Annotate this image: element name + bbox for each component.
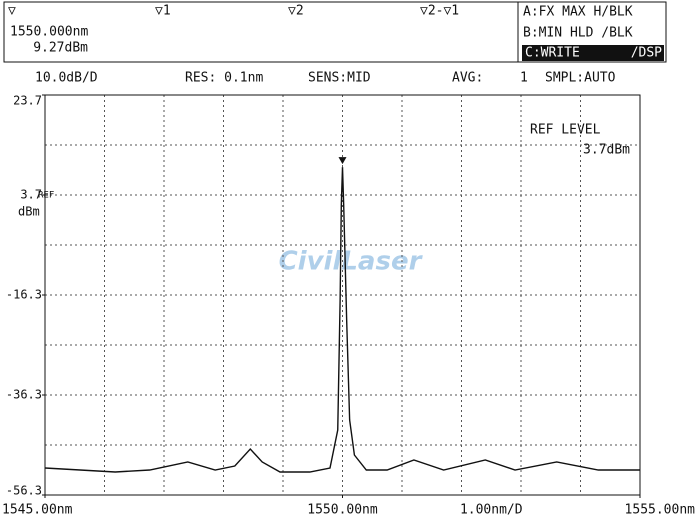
ref-title: REF LEVEL [530,123,601,138]
trace-box [517,1,667,63]
y-tick-label: -56.3 [6,484,42,498]
trace-b: B:MIN HLD /BLK [523,26,633,41]
x-division: 1.00nm/D [460,503,523,518]
trace-c-mode: /DSP [631,46,662,61]
y-tick-label: 23.7 [13,94,42,108]
y-axis-label: dBm [18,205,40,219]
spectrum-trace [44,167,640,473]
status-sens: SENS:MID [308,71,371,86]
x-tick-label: 1550.00nm [307,503,378,518]
marker-label: ▽2-▽1 [420,4,459,19]
trace-a: A:FX MAX H/BLK [523,5,633,20]
y-tick-label: -16.3 [6,288,42,302]
x-tick-label: 1545.00nm [2,503,73,518]
marker-label: ▽1 [155,4,171,19]
marker-label: ▽ [8,4,16,19]
trace-c: C:WRITE [525,46,580,61]
status-res: RES: 0.1nm [185,71,263,86]
marker-level: 9.27dBm [33,41,88,56]
trace-c-highlight [522,45,664,61]
y-tick-label: -36.3 [6,388,42,402]
watermark: CivilLaser [279,247,424,277]
marker-label: ▽2 [288,4,304,19]
peak-marker [338,157,347,165]
ref-value: 3.7dBm [583,143,630,158]
status-scale: 10.0dB/D [35,71,98,86]
status-smpl: SMPL:AUTO [545,71,616,86]
marker-wavelength: 1550.000nm [10,25,88,40]
y-tick-label: 3.7 [20,188,42,202]
status-avg: AVG: [452,71,483,86]
x-tick-label: 1555.00nm [625,503,696,518]
status-avg-value: 1 [520,71,528,86]
